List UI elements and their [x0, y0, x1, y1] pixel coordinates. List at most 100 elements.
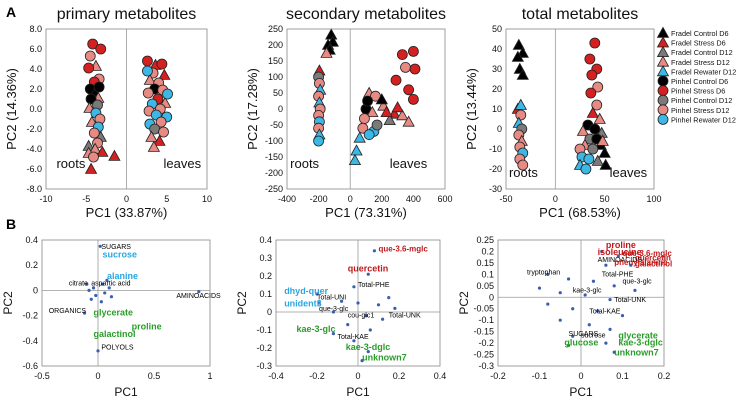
loading-label: aspartic acid — [91, 280, 130, 287]
x-axis-label: PC1 (33.87%) — [86, 205, 168, 220]
y-tick-label: -20 — [489, 164, 502, 174]
x-tick-label: -0.1 — [532, 371, 548, 381]
y-axis-label: PC2 (14.36%) — [4, 68, 19, 150]
region-label: roots — [509, 165, 538, 180]
data-point — [584, 53, 596, 65]
loading-point — [612, 350, 616, 354]
data-point — [586, 106, 600, 118]
loading-point — [600, 249, 604, 254]
y-tick-label: 0 — [497, 124, 502, 134]
x-tick-label: 0 — [95, 371, 100, 381]
data-point — [593, 112, 606, 124]
y-tick-label: -0.4 — [22, 336, 38, 346]
y-tick-label: -100 — [265, 136, 283, 146]
y-tick-label: -0.2 — [478, 338, 494, 348]
data-point — [409, 63, 421, 75]
y-tick-label: 2.0 — [29, 84, 42, 94]
y-tick-label: 0 — [267, 307, 272, 317]
loading-point — [616, 254, 620, 258]
legend-item: Pinhel Control D12 — [657, 94, 732, 106]
data-point — [583, 153, 595, 165]
loading-point — [98, 244, 102, 248]
loading-point — [340, 299, 344, 303]
loading-point — [587, 323, 591, 327]
loading-point — [352, 339, 356, 343]
data-point — [353, 131, 366, 143]
loading-point — [558, 291, 562, 295]
x-tick-label: 0 — [124, 194, 129, 204]
y-tick-label: -0.25 — [473, 350, 494, 360]
data-point — [147, 140, 161, 152]
loading-point — [356, 301, 360, 305]
x-tick-label: 50 — [600, 194, 610, 204]
x-tick-label: -400 — [278, 194, 296, 204]
loading-label: galactinol — [94, 329, 136, 339]
loading-point — [583, 293, 587, 297]
x-tick-label: -0.2 — [309, 371, 325, 381]
x-tick-label: 5 — [164, 194, 169, 204]
legend-item: Fradel Stress D6 — [656, 36, 726, 48]
data-point — [589, 123, 601, 135]
y-tick-label: 0.3 — [259, 253, 272, 263]
legend-label: Pinhel Stress D12 — [671, 106, 729, 115]
legend-marker — [657, 85, 669, 96]
data-point — [348, 153, 362, 166]
loading-point — [366, 350, 370, 354]
y-tick-label: 0 — [33, 285, 38, 295]
y-tick-label: 250 — [268, 24, 283, 34]
loading-point — [82, 311, 87, 315]
loading-label: ORGANICS — [49, 308, 87, 315]
legend-label: Pinhel Rewater D12 — [671, 115, 736, 124]
legend-item: Pinhel Rewater D12 — [657, 114, 736, 125]
loading-label: Total-KAE — [589, 308, 620, 315]
data-point — [598, 146, 611, 158]
data-point — [512, 38, 526, 50]
y-tick-label: 50 — [492, 24, 502, 34]
y-axis-label: PC2 — [457, 291, 471, 315]
loading-label: sucrose — [102, 250, 137, 260]
loading-point — [596, 309, 600, 313]
loading-point — [571, 334, 575, 338]
y-tick-label: -0.6 — [22, 361, 38, 371]
y-axis-label: PC2 (13.44%) — [464, 68, 479, 150]
loading-label: que-3-glc — [319, 306, 349, 313]
loading-point — [96, 349, 100, 353]
x-axis-label: PC1 (68.53%) — [539, 205, 621, 220]
data-point — [96, 145, 109, 157]
loading-point — [103, 291, 107, 295]
y-tick-label: -200 — [265, 168, 283, 178]
loading-label: quercetin — [635, 254, 671, 263]
x-axis-label: PC1 — [114, 385, 138, 399]
x-tick-label: 0 — [348, 194, 353, 204]
data-point — [162, 88, 173, 100]
y-tick-label: -250 — [265, 184, 283, 194]
y-tick-label: 100 — [268, 72, 283, 82]
loading-label: AMINOACIDS — [598, 257, 643, 264]
data-point — [143, 73, 157, 85]
loading-point — [558, 318, 562, 322]
x-tick-label: -0.2 — [490, 371, 506, 381]
loading-label: que-3.6-mglc — [379, 245, 429, 254]
legend-label: Fradel Stress D6 — [671, 39, 726, 48]
data-point — [585, 87, 597, 99]
data-point — [320, 46, 333, 58]
loading-point — [546, 272, 550, 276]
plot-frame — [505, 28, 655, 190]
loading-label: proline — [606, 240, 636, 250]
x-tick-label: 1 — [207, 371, 212, 381]
loading-label: POLYOLS — [101, 345, 133, 352]
loading-label: AMINOACIDS — [176, 293, 221, 300]
y-tick-label: 30 — [492, 64, 502, 74]
y-tick-label: 0.2 — [25, 260, 38, 270]
data-point — [407, 46, 419, 57]
loading-label: kae-3-glc — [297, 324, 336, 334]
panel-label-a: A — [6, 4, 16, 20]
y-tick-label: 0.25 — [476, 235, 494, 245]
y-tick-label: -0.15 — [473, 327, 494, 337]
x-tick-label: 0 — [578, 371, 583, 381]
loading-label: glycerate — [618, 331, 658, 341]
y-tick-label: 50 — [273, 88, 283, 98]
y-tick-label: -30 — [489, 184, 502, 194]
region-label: roots — [290, 156, 319, 171]
